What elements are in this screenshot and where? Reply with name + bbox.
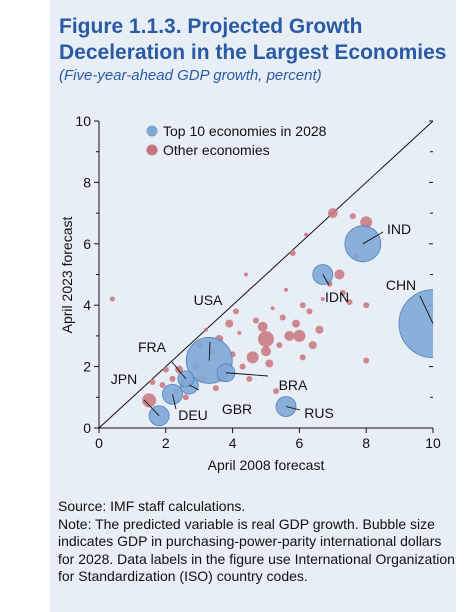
other-economy-bubble: [203, 327, 208, 332]
other-economy-bubble: [293, 329, 306, 342]
legend-label-top10: Top 10 economies in 2028: [163, 123, 327, 139]
other-economy-bubble: [109, 296, 115, 302]
other-economy-bubble: [252, 317, 259, 324]
leader-line-jpn: [143, 399, 160, 417]
x-tick-label: 6: [296, 435, 304, 451]
other-economy-bubble: [182, 394, 189, 401]
other-economy-bubble: [265, 359, 274, 368]
other-economy-bubble: [308, 341, 317, 350]
leader-line-fra: [171, 361, 187, 380]
other-economy-bubble: [360, 216, 373, 229]
other-economy-bubble: [246, 351, 259, 364]
other-economy-bubble: [225, 319, 234, 328]
other-economy-bubble: [284, 330, 295, 341]
other-economy-bubble: [363, 357, 370, 364]
other-economy-bubble: [327, 208, 338, 219]
other-economy-bubble: [270, 306, 275, 311]
other-economy-bubble: [239, 363, 246, 370]
bubble-chn: [398, 289, 433, 359]
legend: Top 10 economies in 2028 Other economies: [146, 123, 327, 158]
other-economy-bubble: [339, 289, 346, 296]
y-tick-label: 0: [83, 420, 91, 436]
leader-line-deu: [172, 394, 177, 410]
other-economy-bubble: [349, 213, 356, 220]
other-economies-bubbles: [109, 208, 373, 408]
y-tick-label: 6: [83, 236, 91, 252]
leader-line-rus: [285, 406, 301, 411]
other-economy-bubble: [232, 308, 239, 315]
top10-economies-bubbles: [148, 225, 433, 427]
other-economy-bubble: [169, 375, 176, 382]
other-economy-bubble: [246, 375, 253, 382]
other-economy-bubble: [363, 302, 370, 309]
other-economy-bubble: [212, 385, 219, 392]
other-economy-bubble: [276, 342, 283, 349]
source-note: Source: IMF staff calculations.: [58, 498, 246, 514]
other-economy-bubble: [299, 302, 306, 309]
leader-line-usa: [208, 341, 211, 361]
other-economy-bubble: [284, 287, 289, 292]
country-label-usa: USA: [194, 292, 223, 308]
other-economy-bubble: [292, 319, 301, 328]
reference-45-degree-line: [98, 120, 434, 429]
country-labels: CHN USA IND JPN DEU RUS IDN BRA GBR FRA: [111, 221, 434, 423]
leader-line-gbr: [188, 384, 200, 391]
other-economy-bubble: [334, 269, 345, 280]
country-label-gbr: GBR: [222, 401, 252, 417]
country-label-fra: FRA: [138, 339, 167, 355]
other-economy-bubble: [346, 299, 353, 306]
leader-line-bra: [225, 372, 269, 377]
other-economy-bubble: [257, 321, 268, 332]
x-tick-label: 0: [95, 435, 103, 451]
other-economy-bubble: [289, 250, 296, 257]
country-label-deu: DEU: [178, 407, 208, 423]
y-tick-label: 8: [83, 174, 91, 190]
country-label-bra: BRA: [279, 377, 308, 393]
x-tick-label: 4: [229, 435, 237, 451]
other-economy-bubble: [273, 388, 280, 395]
y-tick-label: 2: [83, 359, 91, 375]
leader-line-idn: [322, 274, 330, 286]
figure-title: Figure 1.1.3. Projected Growth Decelerat…: [59, 15, 447, 64]
other-economy-bubble: [320, 297, 325, 302]
legend-marker-top10: [146, 125, 158, 137]
legend-label-other: Other economies: [163, 142, 270, 158]
figure-subtitle: (Five-year-ahead GDP growth, percent): [59, 67, 322, 84]
country-label-rus: RUS: [304, 405, 334, 421]
other-economy-bubble: [142, 393, 157, 408]
x-axis-label: April 2008 forecast: [208, 457, 325, 473]
figure-panel: [50, 0, 456, 612]
other-economy-bubble: [258, 330, 274, 347]
other-economy-bubble: [159, 382, 166, 389]
axes: 0 2 4 6 8 10 0 2 4 6 8 10: [75, 113, 441, 451]
leader-line-ind: [362, 231, 384, 245]
footnote: Note: The predicted variable is real GDP…: [58, 515, 455, 585]
leader-line-chn: [419, 295, 434, 324]
other-economy-bubble: [237, 330, 242, 335]
other-economy-bubble: [243, 272, 248, 277]
legend-marker-other: [146, 144, 158, 156]
y-tick-label: 10: [75, 113, 91, 129]
other-economy-bubble: [279, 314, 286, 321]
other-economy-bubble: [304, 232, 309, 237]
other-economy-bubble: [299, 354, 306, 361]
other-economy-bubble: [261, 346, 271, 357]
other-economy-bubble: [315, 325, 324, 334]
x-tick-label: 10: [425, 435, 441, 451]
country-label-idn: IDN: [325, 289, 349, 305]
y-axis-label: April 2023 forecast: [59, 217, 75, 334]
other-economy-bubble: [162, 366, 169, 373]
country-label-chn: CHN: [386, 277, 416, 293]
x-tick-label: 8: [362, 435, 370, 451]
country-label-jpn: JPN: [111, 371, 137, 387]
other-economy-bubble: [149, 378, 156, 385]
x-tick-label: 2: [162, 435, 170, 451]
figure-notes: Source: IMF staff calculations. Note: Th…: [58, 498, 456, 586]
country-label-ind: IND: [387, 221, 411, 237]
y-tick-label: 4: [83, 297, 91, 313]
other-economy-bubble: [306, 308, 313, 315]
